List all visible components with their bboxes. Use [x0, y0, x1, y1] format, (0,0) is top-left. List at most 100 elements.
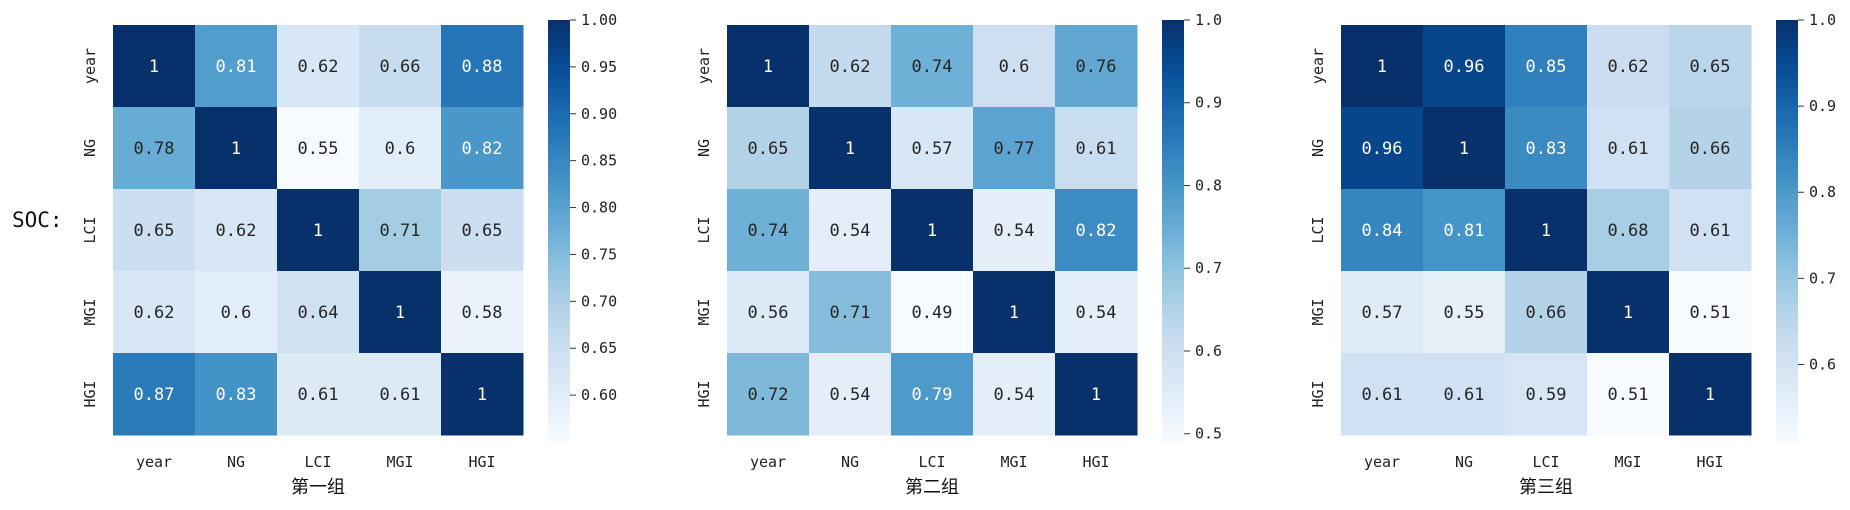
heatmap-cell — [973, 25, 1056, 108]
heatmap-cell — [277, 353, 360, 436]
heatmap-cell — [809, 189, 892, 272]
y-tick-label: HGI — [81, 380, 99, 407]
colorbar-tick-label: 0.7 — [1195, 259, 1222, 277]
heatmap-cell — [1055, 189, 1138, 272]
cell-value-label: 0.77 — [994, 139, 1035, 159]
heatmap-cell — [973, 271, 1056, 354]
heatmap-cell — [1055, 271, 1138, 354]
cell-value-label: 0.58 — [462, 303, 503, 323]
y-tick-label: year — [81, 48, 99, 84]
y-tick-label: LCI — [695, 216, 713, 243]
heatmap-cell — [1055, 353, 1138, 436]
colorbar-tick-label: 0.5 — [1195, 425, 1222, 443]
heatmap-cell — [1341, 107, 1424, 190]
colorbar-tick-label: 0.65 — [581, 339, 617, 357]
x-tick-label: LCI — [1532, 453, 1559, 471]
y-tick-label: MGI — [695, 298, 713, 325]
heatmap-cell — [441, 107, 524, 190]
cell-value-label: 0.6 — [221, 303, 252, 323]
heatmap-cell — [727, 271, 810, 354]
x-tick-label: MGI — [386, 453, 413, 471]
heatmap-cell — [1587, 271, 1670, 354]
heatmap-cell — [809, 107, 892, 190]
heatmap-cell — [195, 353, 278, 436]
heatmap-cell — [1341, 25, 1424, 108]
cell-value-label: 1 — [477, 385, 487, 405]
row-group-label: SOC: — [12, 208, 63, 232]
colorbar-tick-label: 1.0 — [1809, 11, 1836, 29]
cell-value-label: 0.6 — [999, 57, 1030, 77]
cell-value-label: 0.61 — [1608, 139, 1649, 159]
heatmap-cell — [359, 107, 442, 190]
colorbar-tick-label: 0.8 — [1195, 176, 1222, 194]
heatmap-cell — [277, 25, 360, 108]
colorbar-tick-label: 0.70 — [581, 292, 617, 310]
y-tick-label: MGI — [1309, 298, 1327, 325]
cell-value-label: 1 — [313, 221, 323, 241]
heatmap-cell — [277, 271, 360, 354]
heatmap-cell — [359, 25, 442, 108]
cell-value-label: 0.96 — [1362, 139, 1403, 159]
heatmap-cell — [1055, 25, 1138, 108]
cell-value-label: 0.83 — [1526, 139, 1567, 159]
colorbar-tick-label: 0.85 — [581, 152, 617, 170]
colorbar-tick-label: 0.8 — [1809, 183, 1836, 201]
heatmap-cell — [973, 353, 1056, 436]
cell-value-label: 1 — [149, 57, 159, 77]
y-tick-label: HGI — [695, 380, 713, 407]
y-tick-label: LCI — [81, 216, 99, 243]
colorbar-tick-label: 0.7 — [1809, 269, 1836, 287]
y-tick-label: MGI — [81, 298, 99, 325]
cell-value-label: 0.82 — [1076, 221, 1117, 241]
colorbar-tick-label: 0.60 — [581, 386, 617, 404]
y-tick-label: NG — [1309, 139, 1327, 157]
cell-value-label: 0.65 — [462, 221, 503, 241]
heatmap-cell — [1341, 271, 1424, 354]
colorbar — [1776, 20, 1798, 442]
heatmap-cell — [1505, 189, 1588, 272]
colorbar-tick-label: 0.9 — [1195, 94, 1222, 112]
cell-value-label: 1 — [1459, 139, 1469, 159]
heatmap-cell — [727, 189, 810, 272]
cell-value-label: 0.6 — [385, 139, 416, 159]
heatmap-cell — [113, 271, 196, 354]
x-axis-title: 第二组 — [905, 477, 959, 498]
colorbar-tick-label: 0.6 — [1809, 355, 1836, 373]
cell-value-label: 1 — [1541, 221, 1551, 241]
heatmap-panel-3: 1 0.96 0.85 0.62 0.650.96 1 0.83 0.61 0.660.84 0.… — [1309, 11, 1836, 498]
cell-value-label: 1 — [1705, 385, 1715, 405]
cell-value-label: 0.72 — [748, 385, 789, 405]
heatmap-cell — [891, 353, 974, 436]
heatmap-cell — [113, 189, 196, 272]
colorbar-tick-label: 1.00 — [581, 11, 617, 29]
cell-value-label: 0.61 — [380, 385, 421, 405]
y-tick-label: NG — [695, 139, 713, 157]
cell-value-label: 1 — [395, 303, 405, 323]
colorbar-tick-label: 0.90 — [581, 105, 617, 123]
cell-value-label: 0.57 — [1362, 303, 1403, 323]
cell-value-label: 0.68 — [1608, 221, 1649, 241]
x-tick-label: year — [750, 453, 786, 471]
heatmap-cell — [441, 189, 524, 272]
heatmap-cell — [359, 353, 442, 436]
heatmap-cell — [1423, 271, 1506, 354]
x-tick-label: HGI — [468, 453, 495, 471]
cell-value-label: 0.66 — [1526, 303, 1567, 323]
cell-value-label: 0.96 — [1444, 57, 1485, 77]
cell-value-label: 0.62 — [1608, 57, 1649, 77]
x-tick-label: HGI — [1082, 453, 1109, 471]
x-tick-label: HGI — [1696, 453, 1723, 471]
cell-value-label: 0.81 — [216, 57, 257, 77]
colorbar-tick-label: 0.75 — [581, 245, 617, 263]
cell-value-label: 1 — [763, 57, 773, 77]
cell-value-label: 0.78 — [134, 139, 175, 159]
cell-value-label: 1 — [845, 139, 855, 159]
heatmap-cell — [277, 189, 360, 272]
heatmap-cell — [1669, 107, 1752, 190]
cell-value-label: 1 — [1091, 385, 1101, 405]
cell-value-label: 0.65 — [748, 139, 789, 159]
cell-value-label: 1 — [927, 221, 937, 241]
cell-value-label: 0.62 — [298, 57, 339, 77]
cell-value-label: 0.76 — [1076, 57, 1117, 77]
